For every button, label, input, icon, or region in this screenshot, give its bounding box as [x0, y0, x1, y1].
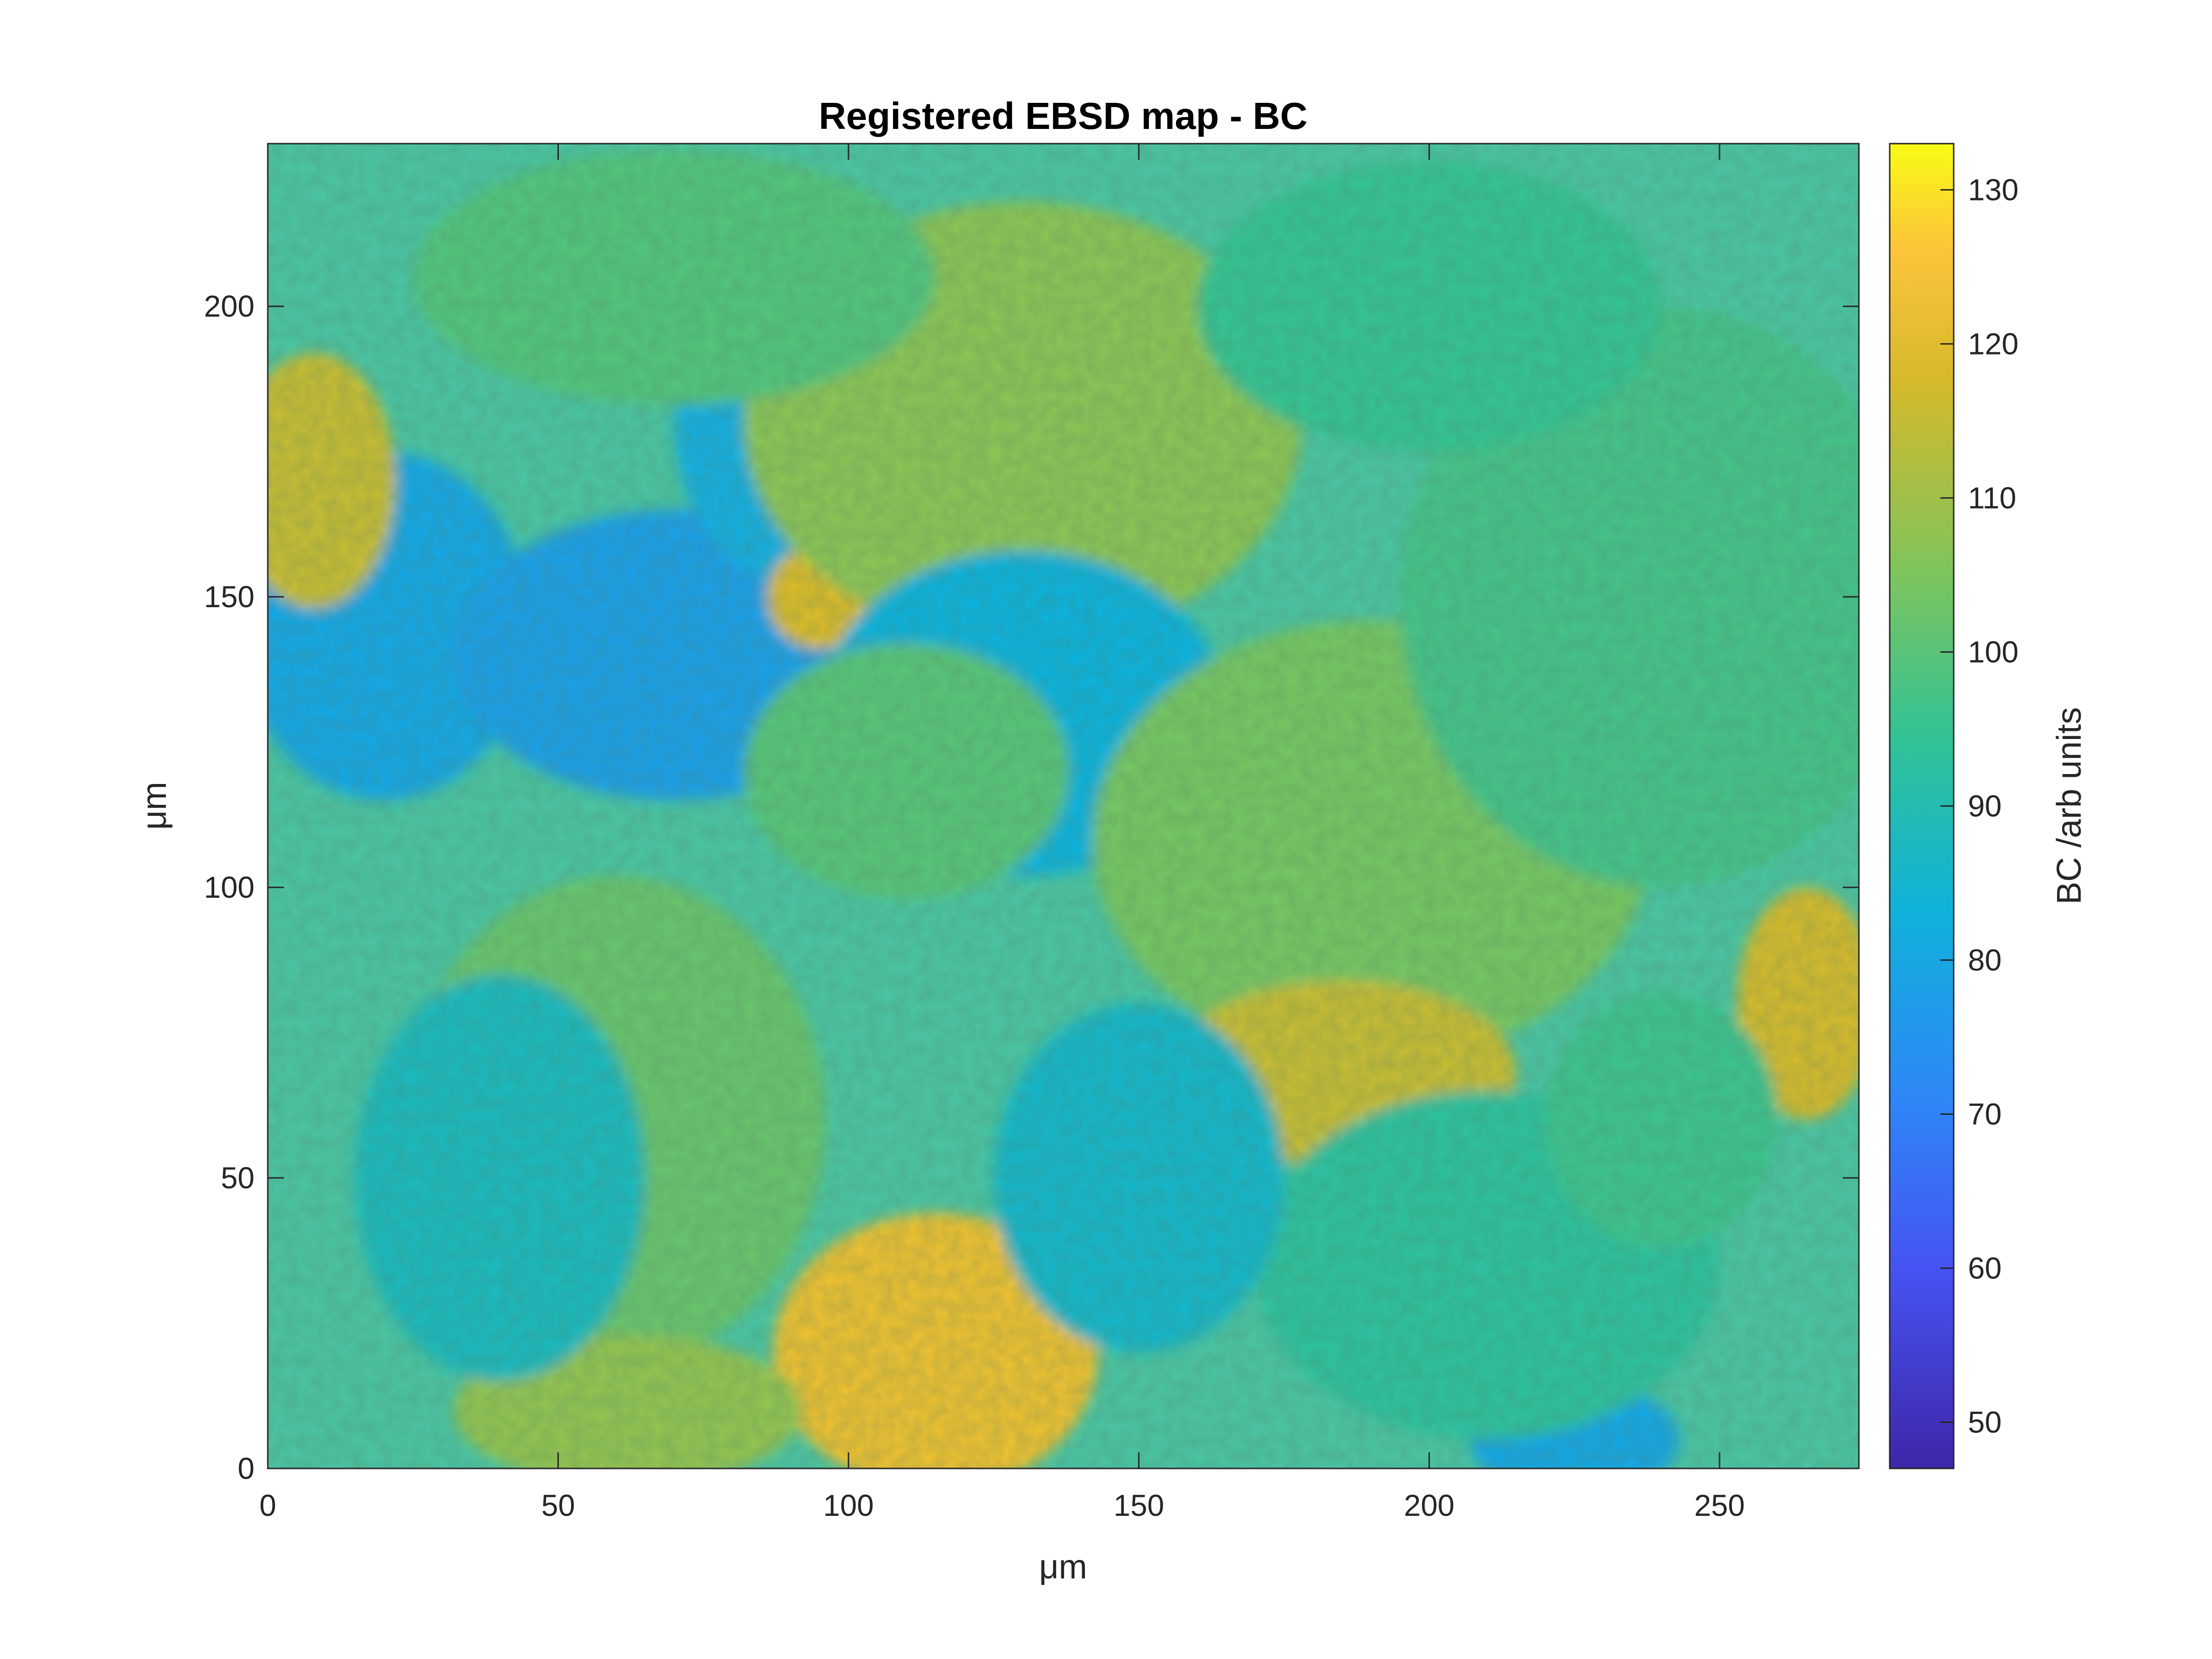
- chart-title: Registered EBSD map - BC: [819, 95, 1307, 137]
- heatmap-texture: [268, 144, 1859, 1468]
- x-tick-label: 250: [1694, 1488, 1745, 1522]
- x-tick-label: 150: [1113, 1488, 1164, 1522]
- plot-frame: [267, 143, 1860, 1469]
- colorbar-tick-label: 80: [1968, 943, 2002, 977]
- colorbar-tick-label: 60: [1968, 1251, 2002, 1285]
- x-axis-label: μm: [1039, 1548, 1087, 1586]
- y-axis-label: μm: [136, 782, 173, 830]
- x-tick-label: 50: [541, 1488, 575, 1522]
- colorbar-tick-label: 100: [1968, 635, 2019, 669]
- y-tick-label: 0: [237, 1451, 255, 1486]
- x-tick-label: 0: [259, 1488, 276, 1522]
- x-tick-label: 100: [823, 1488, 874, 1522]
- y-tick-label: 150: [204, 580, 255, 614]
- y-tick-label: 50: [221, 1161, 255, 1195]
- x-tick-label: 200: [1404, 1488, 1455, 1522]
- y-tick-label: 200: [204, 289, 255, 323]
- x-axis: 0 50 100 150 200 250: [259, 144, 1745, 1522]
- colorbar-ticks: 50 60 70 80 90 100 110 120 130: [1940, 173, 2019, 1440]
- colorbar-tick-label: 70: [1968, 1097, 2002, 1131]
- colorbar-tick-label: 90: [1968, 789, 2002, 823]
- colorbar-tick-label: 50: [1968, 1405, 2002, 1440]
- colorbar-tick-label: 110: [1968, 481, 2016, 515]
- y-axis: 0 50 100 150 200: [204, 289, 1859, 1486]
- heatmap-plot-area: [267, 143, 1860, 1469]
- colorbar-tick-label: 130: [1968, 173, 2019, 207]
- colorbar-label: BC /arb units: [2050, 707, 2088, 904]
- colorbar: 50 60 70 80 90 100 110 120 130 BC /arb units: [1889, 143, 2088, 1469]
- colorbar-tick-label: 120: [1968, 327, 2019, 361]
- y-tick-label: 100: [204, 870, 255, 904]
